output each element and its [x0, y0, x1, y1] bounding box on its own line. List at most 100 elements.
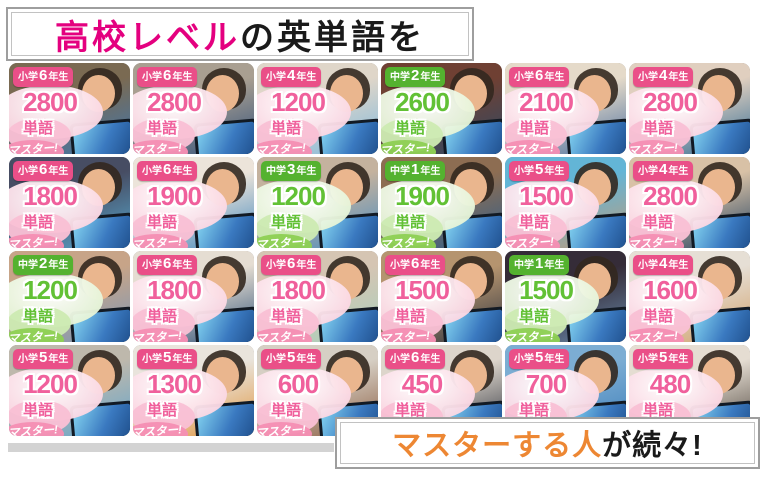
cloud-puff-small [9, 328, 64, 342]
grade-suffix: 年生 [544, 72, 565, 83]
grade-suffix: 年生 [48, 354, 69, 365]
grade-school: 小学 [390, 354, 410, 365]
grade-suffix: 年生 [544, 260, 565, 271]
cloud-puff-small [629, 140, 684, 154]
grade-school: 小学 [638, 166, 658, 177]
grade-school: 小学 [142, 166, 162, 177]
grade-badge: 小学 6 年生 [13, 161, 74, 181]
word-count-overlay: 1800 単語 マスター! [257, 273, 355, 342]
grade-school: 小学 [142, 260, 162, 271]
grade-badge: 小学 4 年生 [633, 67, 694, 87]
grade-year: 6 [163, 255, 172, 272]
grade-suffix: 年生 [420, 72, 441, 83]
student-cell: 小学 4 年生 2800 単語 マスター! [629, 63, 750, 154]
grade-suffix: 年生 [420, 260, 441, 271]
top-headline-rest: の英単語を [240, 18, 425, 56]
grade-year: 6 [287, 255, 296, 272]
grade-school: 中学 [266, 166, 286, 177]
cloud-puff-small [505, 140, 560, 154]
master-label: マスター! [9, 424, 59, 436]
student-cell: 中学 1 年生 1500 単語 マスター! [505, 251, 626, 342]
student-cell: 小学 4 年生 1200 単語 マスター! [257, 63, 378, 154]
master-label: マスター! [257, 142, 307, 154]
grade-year: 5 [535, 161, 544, 178]
word-count-overlay: 1200 単語 マスター! [257, 179, 355, 248]
grade-school: 小学 [266, 260, 286, 271]
grade-badge: 小学 5 年生 [13, 349, 74, 369]
grade-school: 中学 [514, 260, 534, 271]
top-headline-box: 高校レベル の英単語を [6, 7, 474, 61]
grade-badge: 小学 4 年生 [633, 255, 694, 275]
bottom-divider-bar [8, 443, 334, 452]
grade-year: 5 [535, 349, 544, 366]
student-cell: 小学 6 年生 1800 単語 マスター! [257, 251, 378, 342]
student-cell: 小学 6 年生 2100 単語 マスター! [505, 63, 626, 154]
grade-suffix: 年生 [544, 354, 565, 365]
grade-year: 6 [163, 67, 172, 84]
student-cell: 小学 6 年生 1800 単語 マスター! [9, 157, 130, 248]
top-headline-highlight: 高校レベル [55, 18, 240, 56]
grade-year: 6 [39, 161, 48, 178]
grade-school: 小学 [638, 354, 658, 365]
grade-badge: 小学 5 年生 [633, 349, 694, 369]
master-label: マスター! [257, 424, 307, 436]
word-count: 1200 [23, 275, 78, 305]
grade-school: 小学 [266, 72, 286, 83]
grade-year: 6 [411, 349, 420, 366]
word-unit: 単語 [270, 402, 301, 419]
word-count: 2800 [147, 87, 202, 117]
word-unit: 単語 [22, 214, 53, 231]
student-cell: 小学 6 年生 2800 単語 マスター! [9, 63, 130, 154]
grade-suffix: 年生 [420, 166, 441, 177]
word-unit: 単語 [270, 308, 301, 325]
grade-school: 小学 [514, 166, 534, 177]
word-count-overlay: 2100 単語 マスター! [505, 85, 603, 154]
grade-badge: 小学 5 年生 [509, 349, 570, 369]
word-count: 1500 [395, 275, 450, 305]
word-count: 1300 [147, 369, 202, 399]
word-count: 1800 [147, 275, 202, 305]
word-count: 450 [401, 369, 443, 399]
word-count: 700 [525, 369, 567, 399]
master-label: マスター! [381, 330, 431, 342]
student-cell: 小学 6 年生 1800 単語 マスター! [133, 251, 254, 342]
master-label: マスター! [257, 330, 307, 342]
cloud-puff-small [381, 234, 436, 248]
word-count: 600 [277, 369, 319, 399]
grade-badge: 小学 6 年生 [261, 255, 322, 275]
grade-school: 小学 [18, 354, 38, 365]
cloud-puff-small [9, 234, 64, 248]
grade-school: 小学 [266, 354, 286, 365]
grade-year: 6 [39, 67, 48, 84]
grade-suffix: 年生 [48, 166, 69, 177]
student-cell: 小学 4 年生 1600 単語 マスター! [629, 251, 750, 342]
grade-year: 6 [411, 255, 420, 272]
cloud-puff-small [257, 328, 312, 342]
word-count-overlay: 1800 単語 マスター! [133, 273, 231, 342]
grade-school: 中学 [390, 166, 410, 177]
grade-year: 4 [659, 67, 668, 84]
word-count-overlay: 1500 単語 マスター! [505, 273, 603, 342]
grade-badge: 小学 6 年生 [509, 67, 570, 87]
grade-badge: 小学 4 年生 [633, 161, 694, 181]
word-count: 1500 [519, 275, 574, 305]
grade-suffix: 年生 [172, 354, 193, 365]
bottom-headline-highlight: マスターする人 [392, 430, 603, 462]
word-count: 2800 [23, 87, 78, 117]
cloud-puff-small [381, 140, 436, 154]
word-count: 1200 [23, 369, 78, 399]
cloud-puff-small [133, 422, 188, 436]
word-unit: 単語 [642, 214, 673, 231]
grade-school: 小学 [142, 72, 162, 83]
word-count-overlay: 1800 単語 マスター! [9, 179, 107, 248]
master-label: マスター! [629, 330, 679, 342]
grade-badge: 中学 1 年生 [385, 161, 446, 181]
grade-year: 5 [39, 349, 48, 366]
grade-school: 小学 [514, 354, 534, 365]
word-unit: 単語 [518, 214, 549, 231]
cloud-puff-small [381, 328, 436, 342]
grade-suffix: 年生 [48, 72, 69, 83]
word-unit: 単語 [394, 120, 425, 137]
word-count-overlay: 1900 単語 マスター! [133, 179, 231, 248]
grade-year: 2 [411, 67, 420, 84]
